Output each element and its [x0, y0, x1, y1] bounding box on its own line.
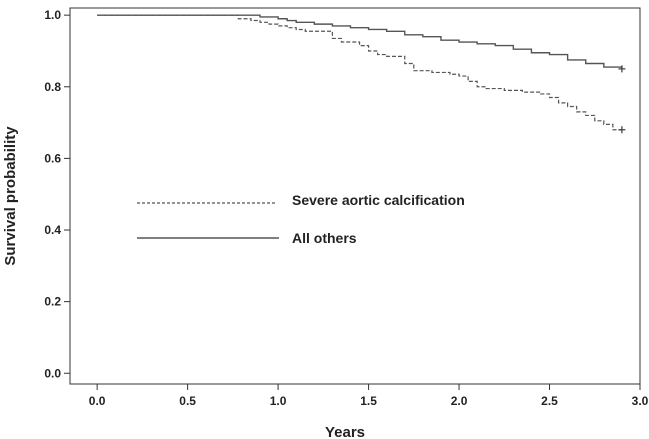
plot-frame [69, 7, 641, 385]
y-axis-ticks: 0.0 0.2 0.4 0.6 0.8 1.0 [44, 8, 70, 380]
x-tick-label: 2.5 [541, 394, 558, 408]
x-tick-label: 0.5 [179, 394, 196, 408]
y-tick-label: 0.2 [44, 295, 61, 309]
x-tick-label: 3.0 [632, 394, 649, 408]
censor-mark-severe-aortic-calcification [618, 126, 626, 134]
y-tick-label: 1.0 [44, 8, 61, 22]
censor-mark-all-others [618, 65, 626, 73]
y-axis-label: Survival probability [2, 126, 19, 266]
x-tick-label: 2.0 [451, 394, 468, 408]
y-tick-label: 0.6 [44, 151, 61, 165]
legend-label-severe-aortic-calcification: Severe aortic calcification [292, 192, 465, 208]
y-tick-label: 0.0 [44, 366, 61, 380]
x-axis-ticks: 0.0 0.5 1.0 1.5 2.0 2.5 3.0 [89, 384, 649, 408]
series-layer [97, 14, 626, 134]
y-tick-label: 0.8 [44, 80, 61, 94]
y-tick-label: 0.4 [44, 223, 61, 237]
series-line-all-others [97, 14, 623, 69]
x-tick-label: 1.0 [270, 394, 287, 408]
x-axis-label: Years [325, 424, 365, 439]
legend: Severe aortic calcification All others [137, 192, 465, 246]
legend-label-all-others: All others [292, 230, 357, 246]
x-tick-label: 0.0 [89, 394, 106, 408]
series-line-severe-aortic-calcification [97, 14, 622, 131]
x-tick-label: 1.5 [360, 394, 377, 408]
